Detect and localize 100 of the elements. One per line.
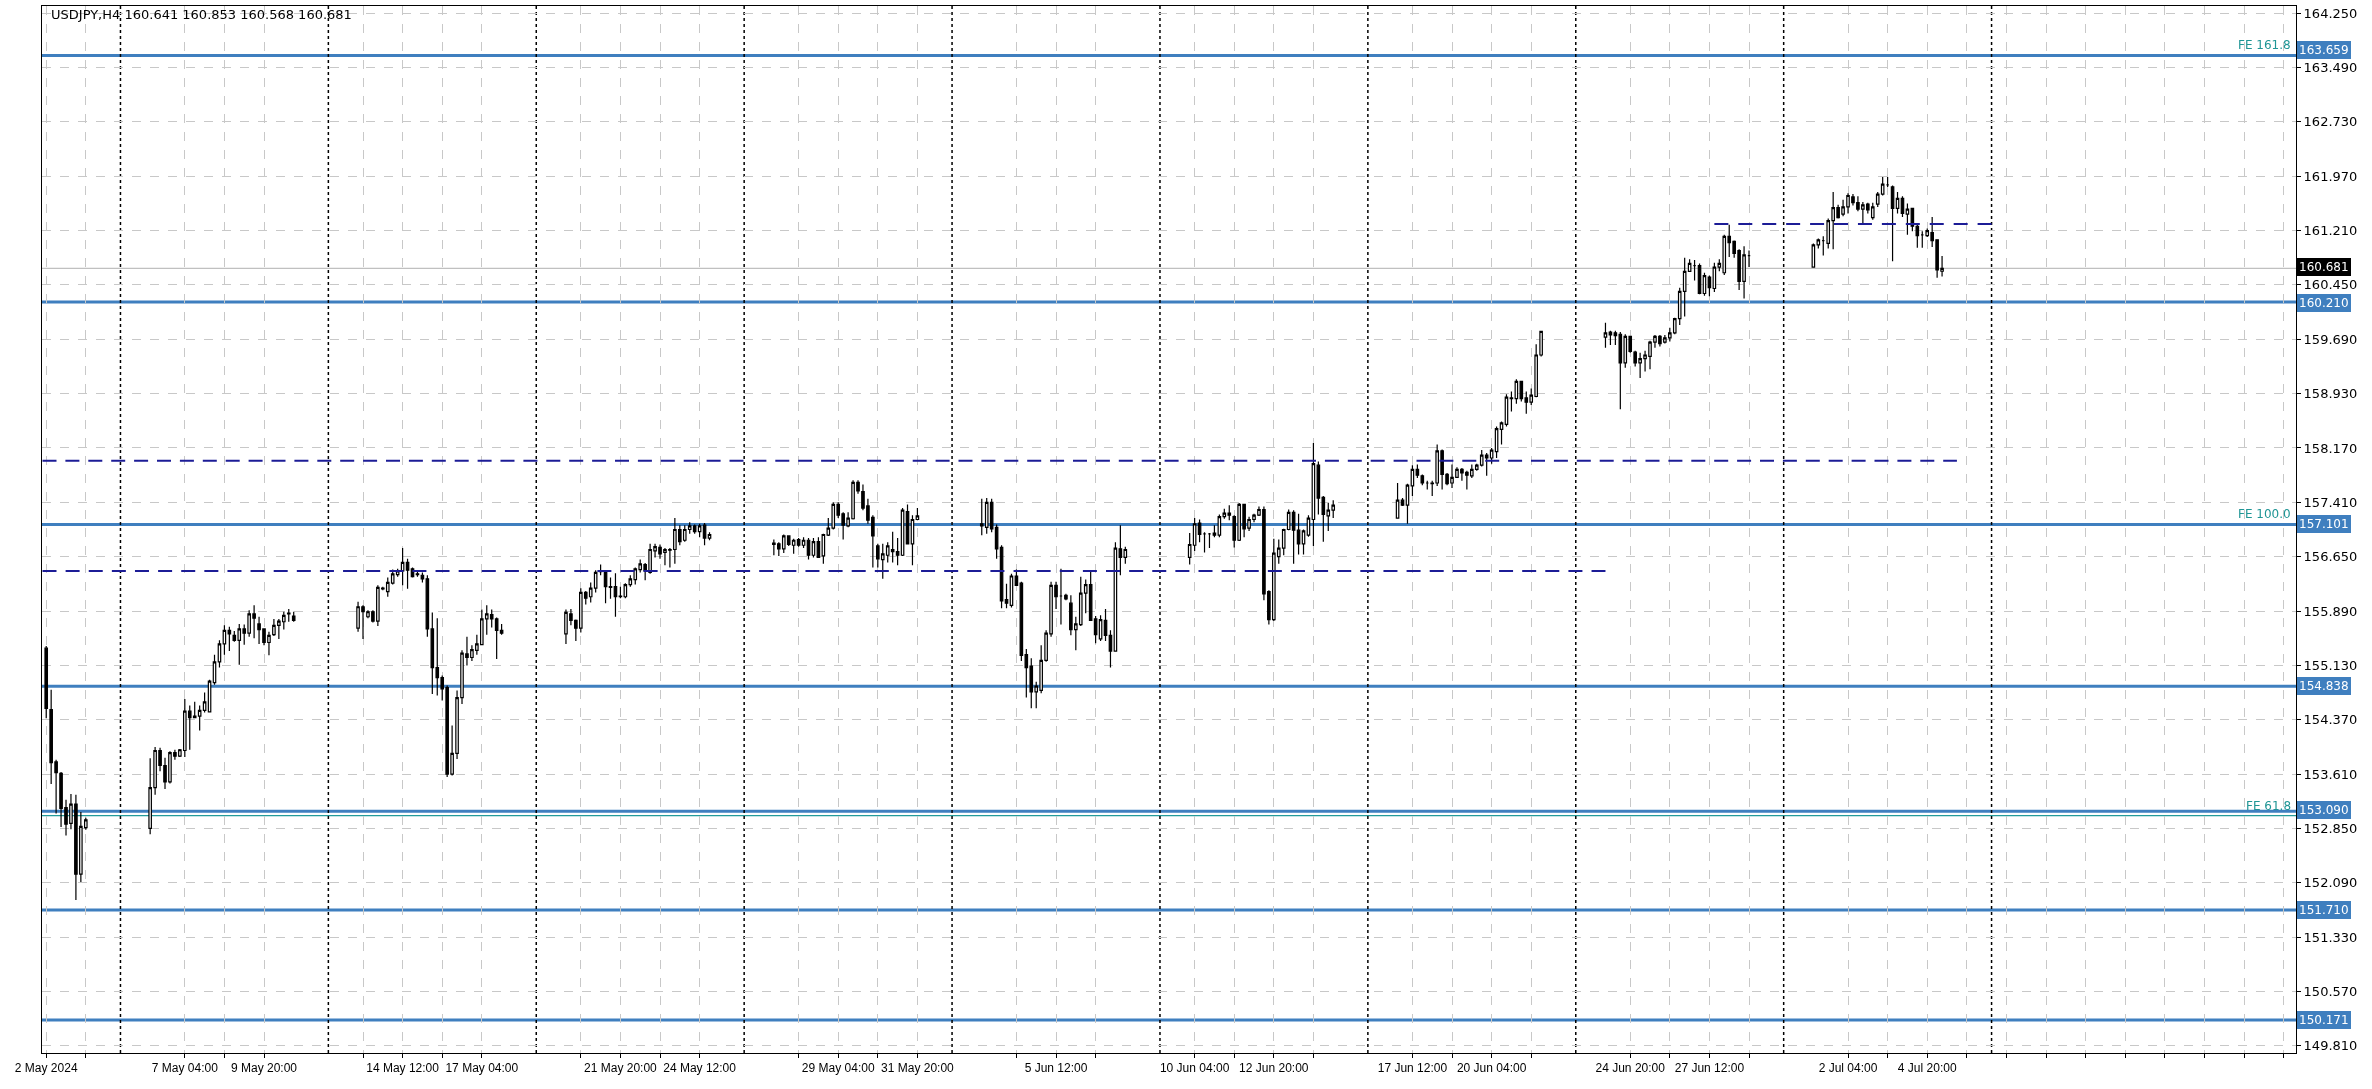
candlestick xyxy=(1747,249,1751,268)
y-tick-label: 154.370 xyxy=(2303,712,2358,728)
y-tick-label: 152.090 xyxy=(2303,875,2358,891)
y-tick-label: 161.970 xyxy=(2303,168,2358,184)
candlestick xyxy=(1920,230,1925,249)
y-tick-label: 151.330 xyxy=(2303,929,2358,945)
candlestick xyxy=(791,538,796,555)
candlestick xyxy=(1301,528,1306,556)
candlestick xyxy=(1212,524,1217,538)
ref-line-label: 154.838 xyxy=(2299,679,2349,693)
x-tick-label: 17 Jun 12:00 xyxy=(1377,1061,1448,1076)
y-tick-label: 161.210 xyxy=(2303,223,2358,239)
candlestick xyxy=(1603,322,1608,349)
candlestick xyxy=(1509,390,1514,413)
x-tick-label: 17 May 04:00 xyxy=(445,1061,519,1076)
ref-line-label: 163.659 xyxy=(2299,43,2349,57)
x-tick-label: 21 May 20:00 xyxy=(584,1061,658,1076)
candlestick xyxy=(603,569,608,604)
candlestick xyxy=(1692,259,1697,282)
x-tick-label: 27 Jun 12:00 xyxy=(1674,1061,1745,1076)
candlestick xyxy=(1821,235,1826,257)
candlestick xyxy=(707,531,712,541)
x-tick-label: 4 Jul 20:00 xyxy=(1897,1061,1957,1076)
candlestick xyxy=(1118,524,1123,576)
candlestick xyxy=(1905,202,1910,236)
candlestick xyxy=(608,576,613,600)
candlestick xyxy=(44,645,49,719)
candlestick xyxy=(291,611,296,623)
ref-line-label: 153.090 xyxy=(2299,803,2349,817)
x-tick-label: 14 May 12:00 xyxy=(366,1061,440,1076)
y-tick-label: 158.170 xyxy=(2303,440,2358,456)
y-tick-label: 156.650 xyxy=(2303,549,2358,565)
candlestick xyxy=(1064,594,1068,601)
x-tick-label: 31 May 20:00 xyxy=(881,1061,955,1076)
x-tick-label: 9 May 20:00 xyxy=(230,1061,298,1076)
candlestick xyxy=(1895,191,1900,214)
candlestick xyxy=(1484,452,1489,477)
x-tick-label: 24 May 12:00 xyxy=(663,1061,737,1076)
x-tick-label: 10 Jun 04:00 xyxy=(1159,1061,1230,1076)
candlestick xyxy=(405,558,410,590)
candlestick xyxy=(286,608,291,623)
candlestick xyxy=(613,572,618,618)
candlestick xyxy=(910,514,915,566)
x-tick-label: 29 May 04:00 xyxy=(801,1061,875,1076)
y-tick-label: 159.690 xyxy=(2303,331,2358,347)
candlestick xyxy=(1410,464,1415,497)
y-tick-label: 150.570 xyxy=(2303,984,2358,1000)
candlestick xyxy=(227,626,232,652)
candlestick xyxy=(400,547,405,586)
x-tick-label: 2 May 2024 xyxy=(14,1061,78,1076)
candlestick xyxy=(1395,482,1400,520)
y-tick-label: 157.410 xyxy=(2303,494,2358,510)
candlestick xyxy=(1108,629,1113,669)
candlestick xyxy=(1707,275,1712,297)
candlestick xyxy=(1890,184,1895,262)
candlestick xyxy=(420,571,425,584)
chart-title: USDJPY,H4 160.641 160.853 160.568 160.681 xyxy=(51,7,352,23)
candlestick xyxy=(1059,568,1063,626)
candlestick xyxy=(1207,532,1212,549)
x-tick-label: 5 Jun 12:00 xyxy=(1024,1061,1088,1076)
y-tick-label: 153.610 xyxy=(2303,766,2358,782)
x-tick-label: 24 Jun 20:00 xyxy=(1595,1061,1666,1076)
candlestick xyxy=(697,523,702,538)
candlestick xyxy=(1870,202,1875,221)
candlestick xyxy=(692,523,697,535)
candlestick xyxy=(1296,513,1301,556)
ref-line-label: 151.710 xyxy=(2299,903,2349,917)
y-tick-label: 163.490 xyxy=(2303,60,2358,76)
ref-line-label: 157.101 xyxy=(2299,517,2349,531)
y-tick-label: 155.890 xyxy=(2303,603,2358,619)
ref-line-label: 160.681 xyxy=(2299,260,2349,274)
candlestick xyxy=(1291,509,1296,565)
y-tick-label: 149.810 xyxy=(2303,1038,2358,1054)
candlestick xyxy=(618,586,623,599)
candlestick xyxy=(1499,420,1504,445)
annotation: FE 100.0 xyxy=(2238,507,2291,521)
candlestick xyxy=(1311,442,1316,547)
y-tick-label: 160.450 xyxy=(2303,277,2358,293)
candlestick xyxy=(1103,608,1108,642)
candlestick xyxy=(890,531,895,563)
y-tick-label: 155.130 xyxy=(2303,657,2358,673)
candlestick xyxy=(1405,483,1410,525)
candlestick xyxy=(1608,331,1613,346)
candlestick xyxy=(1618,331,1623,410)
ref-line-label: 160.210 xyxy=(2299,296,2349,310)
x-tick-label: 7 May 04:00 xyxy=(151,1061,219,1076)
annotation: FE 161.8 xyxy=(2238,38,2291,52)
candlestick xyxy=(415,569,420,578)
y-tick-label: 162.730 xyxy=(2303,114,2358,130)
x-tick-label: 20 Jun 04:00 xyxy=(1456,1061,1527,1076)
ref-line-label: 150.171 xyxy=(2299,1013,2349,1027)
candlestick xyxy=(222,624,227,656)
annotation: FE 61.8 xyxy=(2246,799,2292,813)
y-tick-label: 152.850 xyxy=(2303,820,2358,836)
candlestick xyxy=(1202,531,1207,553)
candlestick xyxy=(915,507,920,521)
y-tick-label: 158.930 xyxy=(2303,386,2358,402)
x-tick-label: 12 Jun 20:00 xyxy=(1239,1061,1309,1076)
candlestick xyxy=(1197,518,1202,543)
candlestick xyxy=(1004,583,1009,609)
